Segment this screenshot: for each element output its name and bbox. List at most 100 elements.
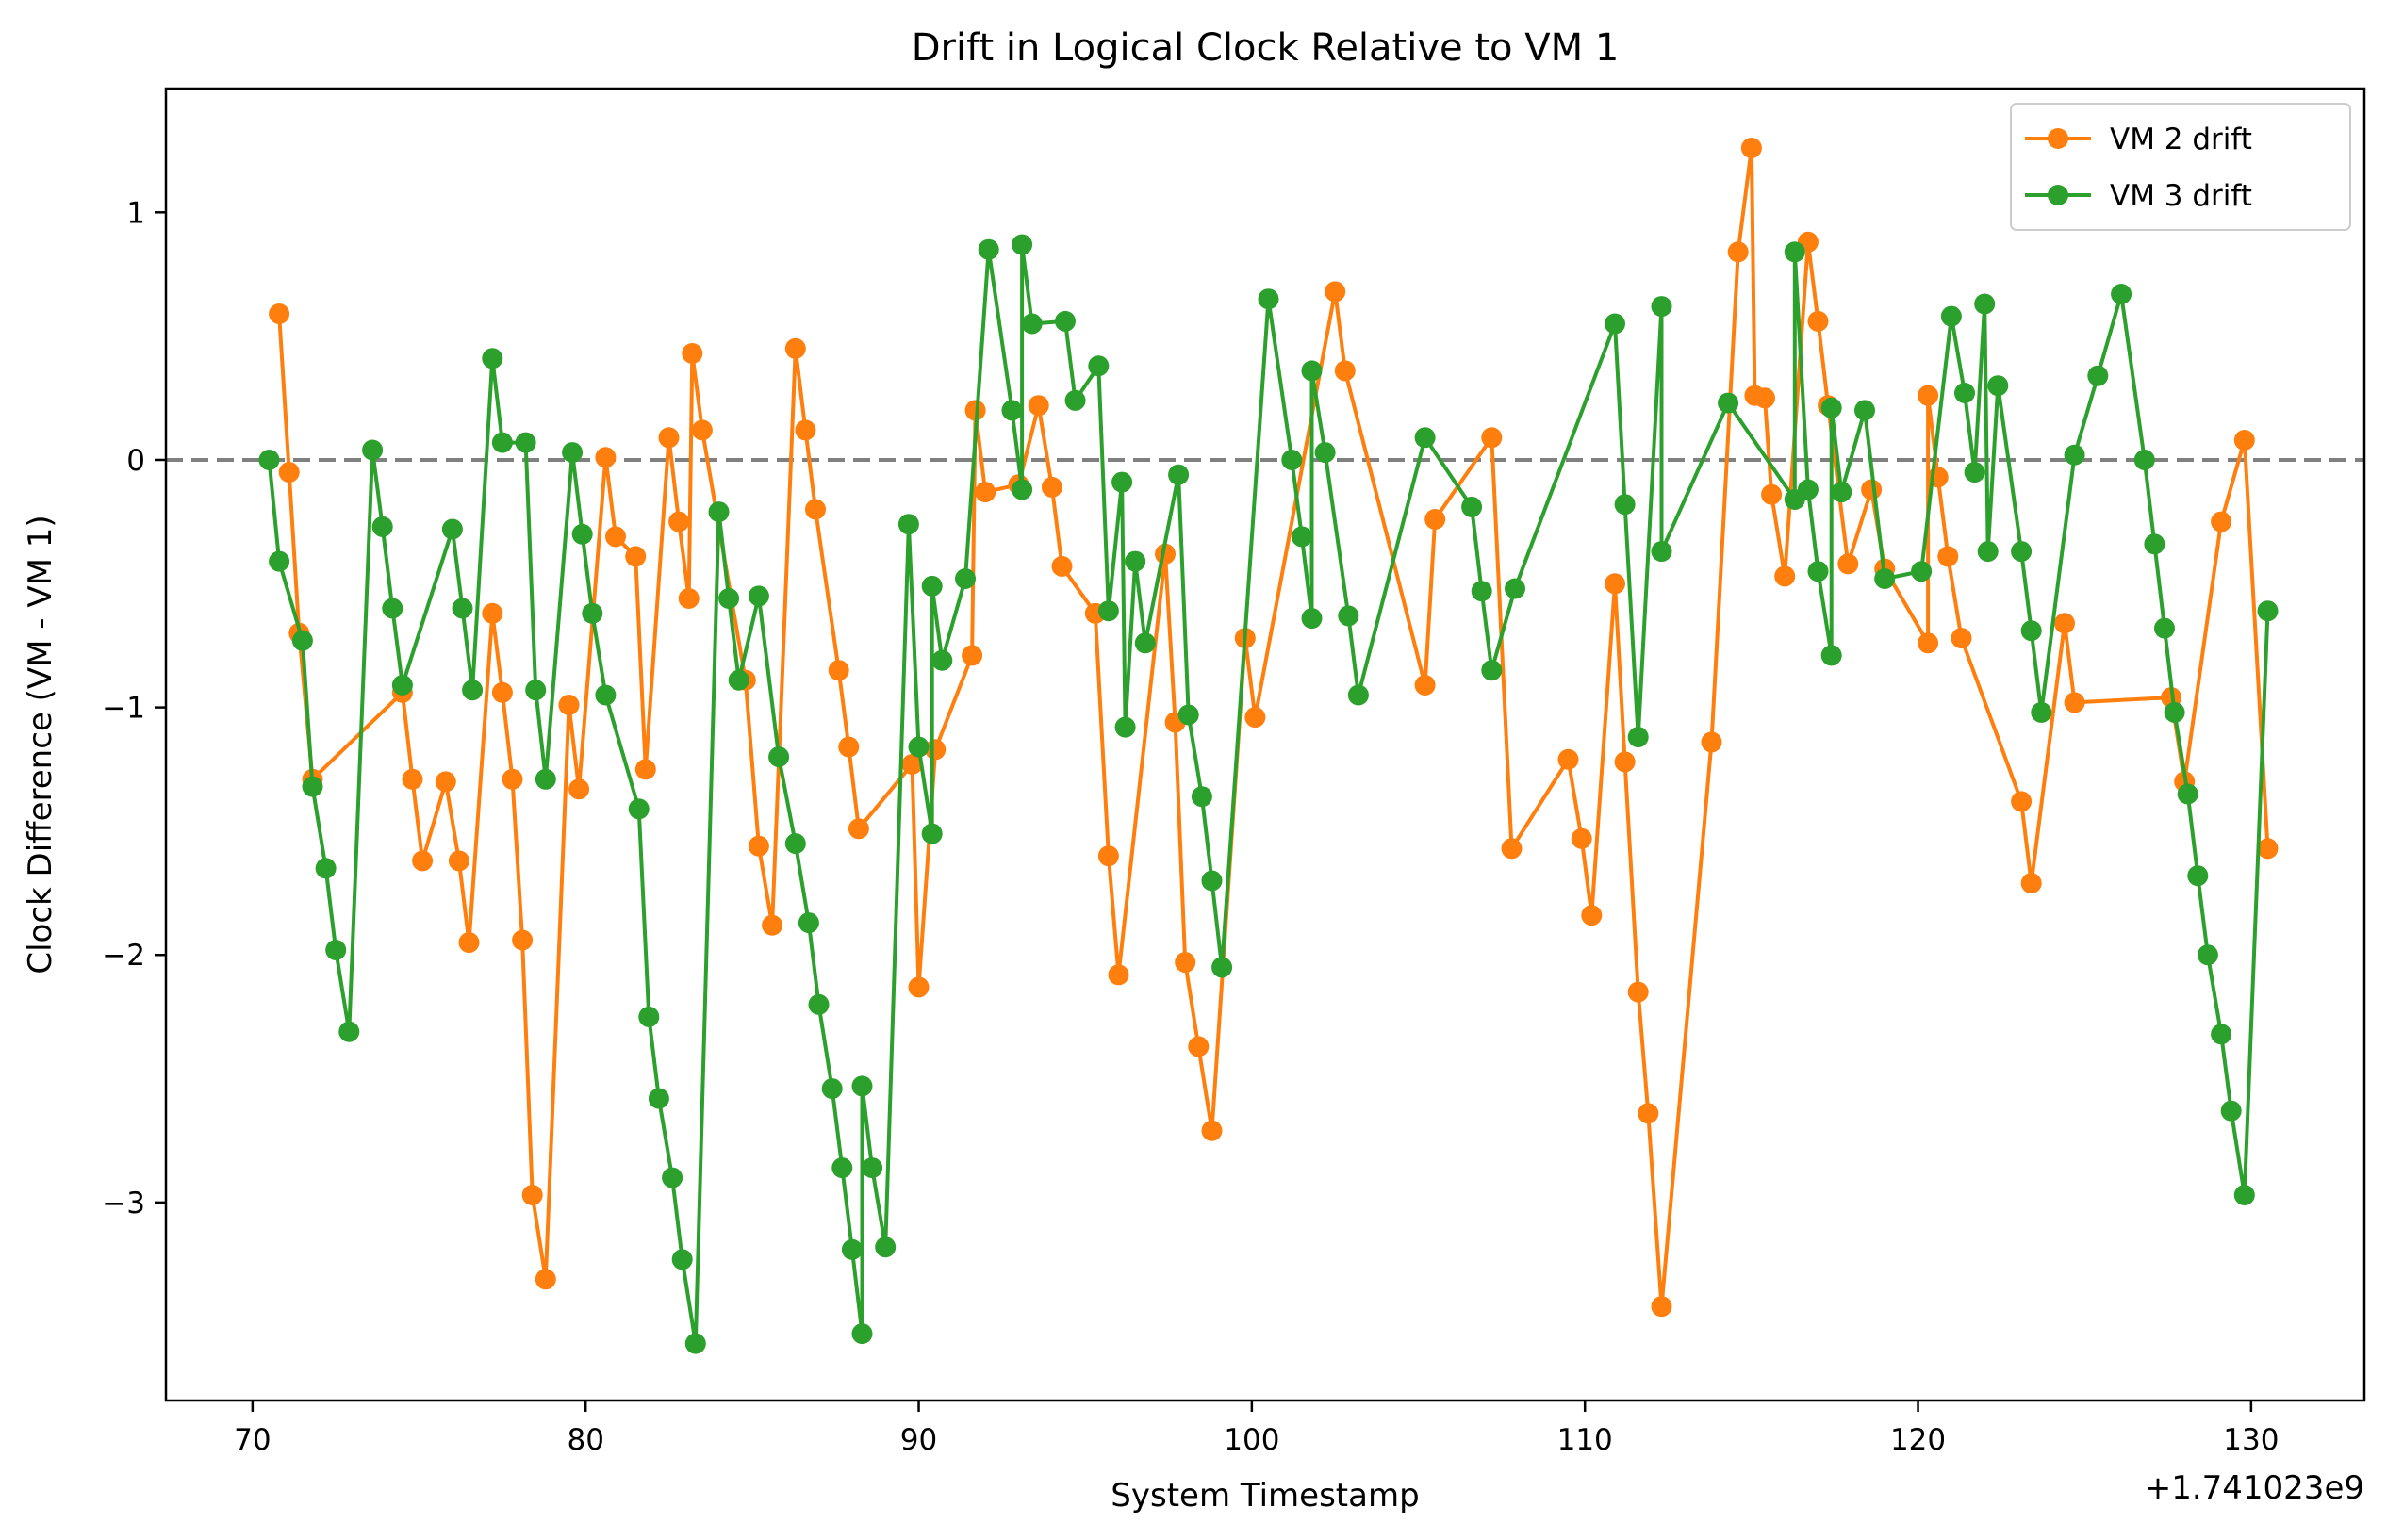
plot-area	[164, 87, 2366, 1402]
series-2-point-63	[1571, 827, 1592, 849]
series-2-point-20	[625, 546, 647, 567]
series-3-point-10	[391, 675, 413, 696]
series-3-point-94	[1854, 400, 1875, 421]
series-2-point-94	[2211, 511, 2232, 532]
series-3-point-111	[2154, 617, 2175, 639]
series-3-point-23	[628, 798, 650, 820]
series-3-point-26	[662, 1167, 683, 1188]
series-3-point-78	[1471, 581, 1492, 602]
series-3-point-45	[908, 736, 930, 758]
series-2-point-48	[1108, 964, 1129, 986]
x-axis: 70 80 90 100 110 120 130	[234, 1401, 2279, 1457]
series-3-point-24	[638, 1006, 660, 1027]
series-3-point-59	[1111, 471, 1133, 493]
series-2-point-41	[975, 482, 996, 503]
legend-frame	[2010, 103, 2351, 231]
series-3-point-32	[748, 585, 769, 607]
series-2-point-39	[962, 645, 983, 666]
series-3-point-13	[462, 680, 484, 701]
series-3-point-77	[1461, 496, 1483, 517]
series-3-point-107	[2087, 365, 2109, 386]
series-2-point-22	[658, 427, 680, 449]
series-3-point-46	[921, 823, 943, 844]
y-tick-label-3: 0	[126, 444, 145, 478]
series-2-point-96	[2257, 838, 2279, 860]
series-3-point-44	[897, 514, 919, 535]
y-axis-label: Clock Difference (VM - VM 1)	[22, 515, 59, 974]
series-2-point-28	[748, 835, 769, 857]
series-3-point-55	[1055, 310, 1076, 332]
series-3-point-21	[582, 602, 603, 624]
series-3-point-81	[1605, 313, 1625, 335]
x-tick-label-1: 80	[567, 1423, 603, 1457]
series-3-point-75	[1347, 684, 1369, 706]
series-2-point-71	[1727, 241, 1749, 263]
series-2-point-24	[678, 588, 700, 609]
series-3-point-74	[1338, 605, 1359, 627]
x-axis-label: System Timestamp	[1111, 1477, 1419, 1515]
series-2-point-87	[1951, 628, 1972, 649]
series-2-point-36	[901, 754, 923, 775]
legend-item-vm3: VM 3 drift	[2025, 179, 2252, 213]
series-3-point-90	[1807, 561, 1829, 582]
series-2-point-51	[1175, 952, 1196, 974]
series-3-point-105	[2031, 701, 2052, 723]
series-2-point-56	[1325, 281, 1346, 303]
series-3-point-119	[2257, 600, 2279, 622]
series-3-point-103	[2011, 541, 2033, 563]
series-2-point-74	[1754, 387, 1775, 409]
series-3-point-8	[371, 516, 393, 537]
series-2-point-52	[1188, 1036, 1210, 1057]
series-line-3	[267, 242, 2270, 1346]
series-3-point-20	[571, 523, 593, 545]
series-3-point-53	[1012, 234, 1033, 255]
series-3-point-69	[1281, 450, 1303, 470]
series-3-point-27	[671, 1249, 693, 1270]
series-2-point-75	[1761, 483, 1783, 505]
series-2-point-15	[535, 1269, 556, 1290]
series-2-point-40	[964, 400, 986, 421]
series-3-point-36	[808, 993, 830, 1015]
series-2-point-5	[402, 768, 423, 790]
series-2-point-6	[412, 850, 434, 872]
series-2-point-83	[1918, 632, 1939, 654]
series-2-point-45	[1051, 555, 1073, 577]
series-3-point-112	[2164, 701, 2185, 723]
series-3-point-22	[595, 684, 617, 706]
series-2-point-26	[691, 419, 713, 441]
series-3-point-7	[362, 439, 384, 461]
series-3-point-17	[525, 680, 547, 701]
series-3-point-60	[1114, 716, 1136, 738]
series-2-point-72	[1740, 138, 1762, 158]
series-3-point-99	[1964, 462, 1985, 483]
series-2-point-91	[2064, 692, 2085, 713]
series-3-point-70	[1291, 526, 1312, 548]
series-3-point-4	[315, 858, 337, 879]
series-3-point-30	[718, 588, 740, 609]
series-2-point-43	[1028, 395, 1049, 417]
legend: VM 2 drift VM 3 drift	[2010, 103, 2351, 231]
series-2-point-64	[1581, 905, 1603, 926]
x-tick-label-3: 100	[1224, 1423, 1279, 1457]
series-2-point-29	[762, 914, 783, 936]
y-tick-label-1: −2	[102, 939, 145, 973]
series-3-point-79	[1481, 660, 1503, 681]
series-2-point-13	[512, 929, 534, 951]
series-2-point-9	[458, 932, 480, 954]
series-3-point-65	[1191, 786, 1212, 808]
series-2-point-47	[1097, 845, 1119, 867]
series-2-point-23	[668, 511, 690, 532]
series-3-point-101	[1977, 541, 1999, 563]
series-3-point-62	[1134, 632, 1156, 654]
series-3-point-91	[1820, 645, 1842, 666]
series-3-point-64	[1177, 704, 1199, 726]
series-2-point-37	[908, 976, 930, 998]
series-2-point-19	[605, 526, 626, 548]
series-3-point-2	[291, 630, 313, 651]
series-3-point-39	[841, 1238, 863, 1260]
series-3-point-34	[784, 833, 806, 855]
series-3-point-43	[875, 1237, 897, 1258]
series-2-point-69	[1651, 1296, 1672, 1318]
series-3-point-5	[325, 940, 347, 960]
series-3-point-19	[562, 442, 584, 464]
